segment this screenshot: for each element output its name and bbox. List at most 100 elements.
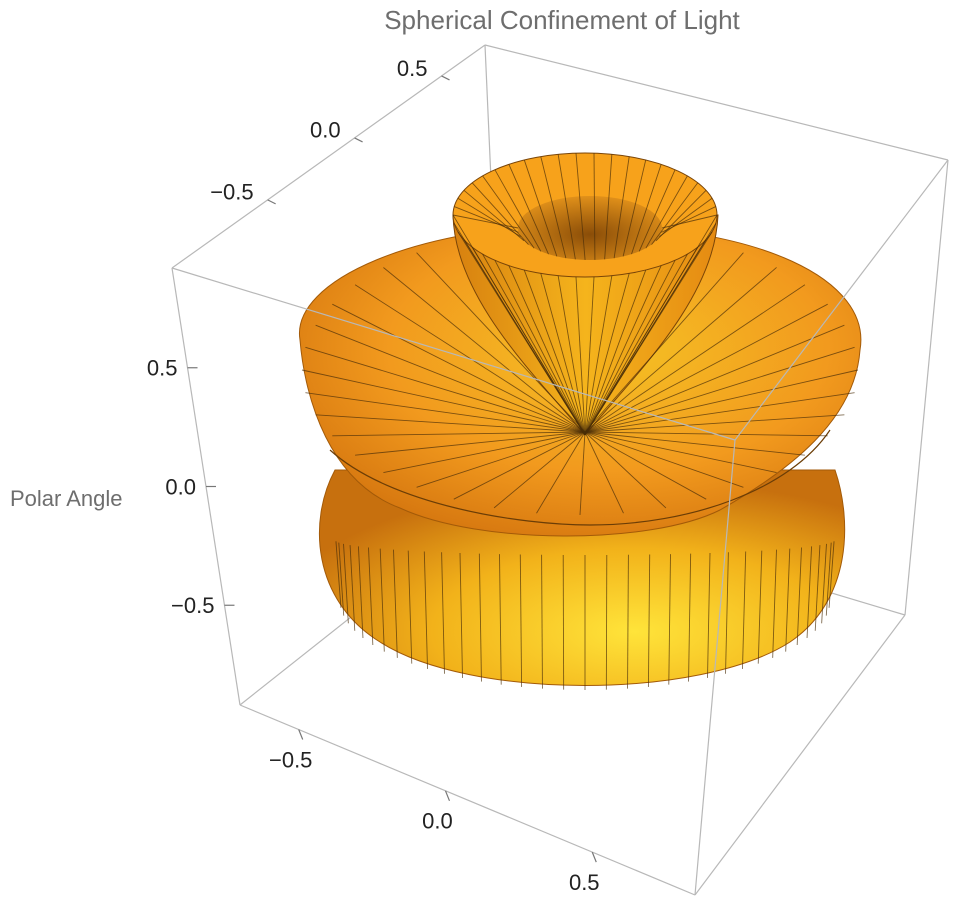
mesh-line <box>584 303 828 433</box>
mesh-line <box>315 324 586 433</box>
mesh-line <box>540 156 567 259</box>
x-tick-label: −0.5 <box>269 747 312 772</box>
mesh-line <box>627 554 629 689</box>
mesh-line <box>584 369 859 433</box>
surface <box>299 152 862 690</box>
mesh-line <box>661 214 718 229</box>
box-front: −0.5 0.0 0.5 −0.5 0.0 0.5 −0.5 0.0 0.5 <box>147 56 949 896</box>
mesh-line <box>383 267 586 433</box>
mesh-line <box>463 239 586 436</box>
box-edge <box>904 159 949 616</box>
box-edge <box>694 614 906 896</box>
mesh-line <box>584 431 777 473</box>
mesh-line <box>494 169 542 252</box>
mesh-line <box>332 431 586 437</box>
mesh-line <box>508 164 549 255</box>
mesh-line <box>584 265 662 436</box>
tick-mark <box>591 851 597 863</box>
mesh-line <box>354 284 586 433</box>
z-tick-label: −0.5 <box>171 593 214 618</box>
mesh-line <box>772 549 777 658</box>
mesh-line <box>493 431 586 509</box>
mesh-line <box>655 189 707 242</box>
mesh-line <box>584 346 855 433</box>
mesh-line <box>557 275 586 436</box>
mesh-line <box>494 260 586 436</box>
mesh-line <box>393 549 398 658</box>
mesh-line <box>584 223 717 436</box>
mesh-line <box>584 275 613 436</box>
box-edge <box>694 439 736 896</box>
mesh-line <box>541 554 543 689</box>
mesh-line <box>453 431 586 500</box>
mesh-line <box>796 547 802 646</box>
mesh-line <box>315 414 586 433</box>
mesh-line <box>584 214 718 436</box>
mesh-line <box>459 552 463 678</box>
mesh-line <box>338 542 345 616</box>
mesh-line <box>806 546 813 639</box>
mesh-line <box>631 164 662 255</box>
mesh-line <box>584 260 676 436</box>
mesh-line <box>508 265 586 436</box>
mesh-line <box>688 553 692 682</box>
mesh-line <box>613 156 630 259</box>
mesh-line <box>584 431 805 456</box>
mesh-line <box>579 431 586 516</box>
mesh-line <box>519 554 523 687</box>
mesh-line <box>584 284 806 433</box>
mesh-line <box>536 431 586 514</box>
mesh-line <box>584 269 647 436</box>
mesh-line <box>335 541 342 608</box>
tick-mark <box>441 75 450 81</box>
mesh-line <box>499 554 502 685</box>
mesh-line <box>814 545 821 631</box>
tick-mark <box>267 199 276 205</box>
box-edge <box>734 159 949 441</box>
y-tick-label: 0.0 <box>310 118 341 143</box>
mesh-line <box>584 414 845 433</box>
mesh-line <box>757 550 763 664</box>
mesh-line <box>785 548 791 652</box>
mesh-line <box>584 431 624 514</box>
mesh-line <box>540 273 586 436</box>
mesh-line <box>463 189 525 242</box>
mesh-line <box>416 252 586 433</box>
z-tick-label: 0.0 <box>165 474 196 499</box>
mesh-line <box>638 169 676 252</box>
mesh-line <box>482 253 586 436</box>
chart-title: Spherical Confinement of Light <box>384 5 740 35</box>
mesh-line <box>355 431 586 456</box>
box-edge <box>484 44 949 161</box>
mesh-line <box>575 153 586 260</box>
mesh-line <box>407 550 413 664</box>
x-tick-label: 0.5 <box>569 870 600 895</box>
mesh-line <box>584 431 667 509</box>
x-tick-label: 0.0 <box>422 809 453 834</box>
mesh-line <box>647 554 651 687</box>
mesh-line <box>557 154 576 260</box>
mesh-line <box>821 543 827 624</box>
mesh-line <box>349 545 356 631</box>
mesh-line <box>593 153 596 260</box>
mesh-line <box>584 431 828 437</box>
mesh-line <box>332 303 586 433</box>
z-tick-label: 0.5 <box>147 356 178 381</box>
tick-mark <box>298 729 304 740</box>
mesh-line <box>584 276 595 436</box>
mesh-line <box>584 324 845 433</box>
mesh-line <box>482 175 535 249</box>
box-edge <box>171 267 736 441</box>
box-edge <box>239 704 696 896</box>
mesh-line <box>471 182 529 245</box>
mesh-line <box>471 246 586 436</box>
mesh-line <box>343 543 349 624</box>
mesh-line <box>478 553 482 682</box>
mesh-line <box>707 552 711 678</box>
y-tick-label: −0.5 <box>210 180 253 205</box>
mesh-line <box>622 159 647 257</box>
mesh-line <box>584 431 744 488</box>
mesh-line <box>584 392 855 433</box>
mesh-line <box>423 551 428 669</box>
